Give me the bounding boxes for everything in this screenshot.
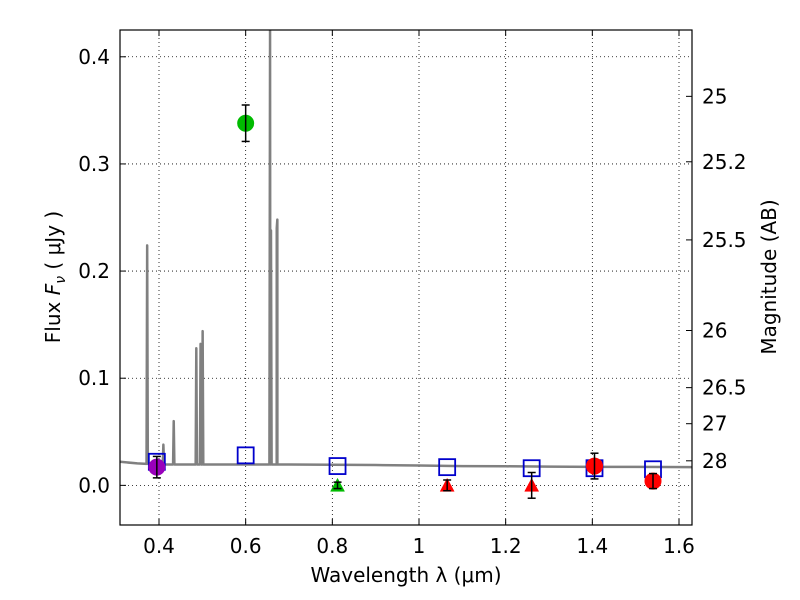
- y-tick-label: 0.2: [78, 259, 110, 283]
- y2-axis-label: Magnitude (AB): [757, 199, 781, 354]
- y-tick-label: 0.3: [78, 152, 110, 176]
- model-spectrum-line: [120, 30, 692, 469]
- model-photometry-square: [438, 458, 457, 477]
- x-axis-label: Wavelength λ (μm): [310, 563, 501, 587]
- y-tick-label: 0.4: [78, 45, 110, 69]
- model-photometry-square: [236, 446, 255, 465]
- model-photometry-square: [328, 457, 347, 475]
- y-tick-label: 0.0: [78, 473, 110, 497]
- y2-tick-label: 25.2: [702, 150, 747, 174]
- y2-tick-label: 25.5: [702, 228, 747, 252]
- y2-tick-label: 26.5: [702, 376, 747, 400]
- x-tick-label: 0.4: [143, 534, 175, 558]
- plot-frame: [119, 29, 693, 526]
- x-tick-label: 1.4: [576, 534, 608, 558]
- x-tick-label: 1.6: [663, 534, 695, 558]
- y2-tick-label: 27: [702, 412, 727, 436]
- y-axis-label: Flux Fν ( μJy ): [41, 211, 69, 343]
- y2-tick-label: 25: [702, 84, 727, 108]
- y2-tick-label: 28: [702, 449, 727, 473]
- x-tick-label: 0.6: [230, 534, 262, 558]
- ticks: 0.4 0.6 0.8 1 1.2 1.4 1.6 0.0 0.1 0.2 0.3 0.4 25 25.2…: [78, 30, 747, 558]
- x-tick-label: 1.2: [490, 534, 522, 558]
- y2-tick-label: 26: [702, 318, 727, 342]
- y-tick-label: 0.1: [78, 366, 110, 390]
- grid: [120, 30, 692, 525]
- x-tick-label: 1: [413, 534, 426, 558]
- plot-area: [120, 30, 692, 499]
- x-tick-label: 0.8: [316, 534, 348, 558]
